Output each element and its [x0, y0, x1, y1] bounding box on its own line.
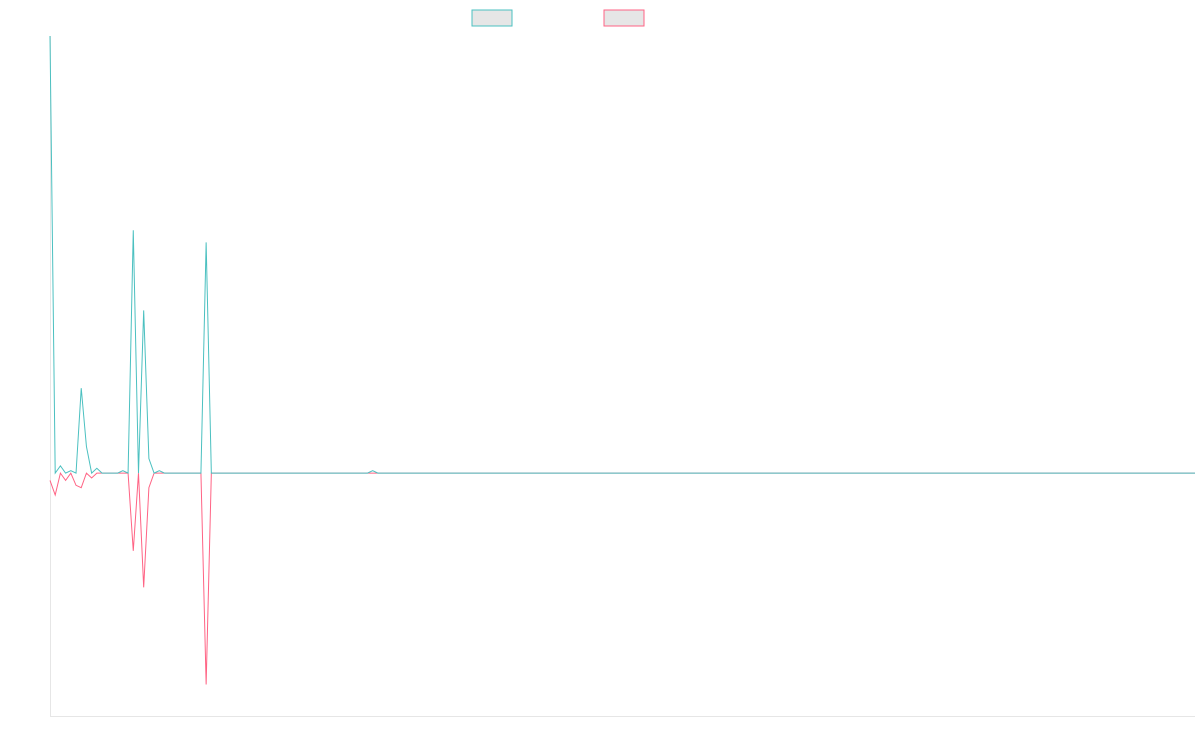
legend-swatch-series-2[interactable] — [603, 9, 645, 27]
legend — [471, 9, 645, 27]
series-line-1 — [49, 35, 1195, 475]
legend-swatch-series-1[interactable] — [471, 9, 513, 27]
series-line-2 — [49, 471, 1195, 685]
series-layer — [49, 35, 1195, 685]
